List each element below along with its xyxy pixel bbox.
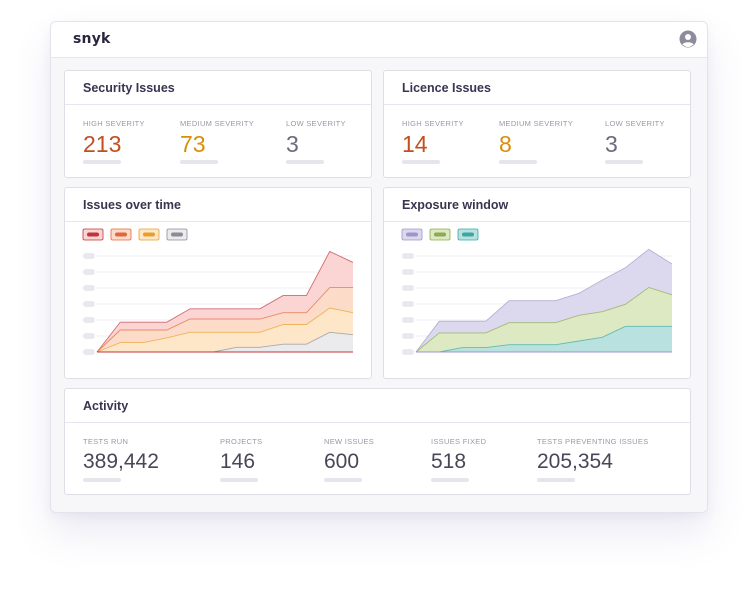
stat-value[interactable]: 8	[499, 131, 512, 157]
stat-value[interactable]: 518	[431, 450, 467, 473]
exposure-window-header: Exposure window	[384, 188, 690, 222]
tests-preventing-issues-stat: TESTS PREVENTING ISSUES 205,354	[537, 437, 649, 482]
stat-value[interactable]: 600	[324, 450, 360, 473]
series-line	[96, 250, 354, 353]
y-tick-placeholder	[402, 253, 414, 259]
security-issues-header: Security Issues	[65, 71, 371, 105]
dashboard-window: snyk Security Issues HIGH SEVERITY 213 M…	[50, 21, 708, 513]
y-tick-placeholder	[83, 269, 95, 275]
stat-label: PROJECTS	[220, 437, 263, 446]
stat-bar	[286, 160, 324, 164]
stat-label: TESTS RUN	[83, 437, 129, 446]
y-tick-placeholder	[402, 317, 414, 323]
y-tick-placeholder	[402, 285, 414, 291]
exposure-window-title: Exposure window	[402, 198, 509, 212]
licence-issues-header: Licence Issues	[384, 71, 690, 105]
legend-swatch-mark	[434, 232, 446, 237]
stat-value[interactable]: 205,354	[537, 450, 613, 473]
issues-over-time-title: Issues over time	[83, 198, 181, 212]
legend-swatch-mark	[115, 232, 127, 237]
y-tick-placeholder	[402, 333, 414, 339]
stat-value[interactable]: 389,442	[83, 450, 159, 473]
stat-bar	[220, 478, 258, 482]
stat-label: MEDIUM SEVERITY	[180, 119, 255, 128]
series-line	[416, 325, 672, 353]
activity-header: Activity	[65, 389, 690, 423]
y-tick-placeholder	[83, 317, 95, 323]
exposure-window-card: Exposure window	[383, 187, 691, 379]
y-tick-placeholder	[83, 253, 95, 259]
legend-swatch-mark	[462, 232, 474, 237]
licence-issues-card: Licence Issues HIGH SEVERITY 14 MEDIUM S…	[383, 70, 691, 178]
high-severity-stat: HIGH SEVERITY 14	[402, 119, 464, 164]
legend-swatch-mark	[143, 232, 155, 237]
projects-stat: PROJECTS 146	[220, 437, 262, 482]
legend-swatch-mark	[171, 232, 183, 237]
licence-issues-title: Licence Issues	[402, 81, 491, 95]
top-bar: snyk	[51, 22, 707, 58]
tests-run-stat: TESTS RUN 389,442	[83, 437, 159, 482]
security-issues-card: Security Issues HIGH SEVERITY 213 MEDIUM…	[64, 70, 372, 178]
stat-label: HIGH SEVERITY	[402, 119, 464, 128]
stat-bar	[180, 160, 218, 164]
security-issues-title: Security Issues	[83, 81, 175, 95]
medium-severity-stat: MEDIUM SEVERITY 73	[180, 119, 254, 164]
series-line	[96, 307, 354, 353]
stat-bar	[605, 160, 643, 164]
high-severity-stat: HIGH SEVERITY 213	[83, 119, 145, 164]
low-severity-stat: LOW SEVERITY 3	[605, 119, 665, 164]
issues-fixed-stat: ISSUES FIXED 518	[431, 437, 486, 482]
stat-bar	[324, 478, 362, 482]
stat-label: LOW SEVERITY	[286, 119, 346, 128]
series-line	[96, 287, 353, 353]
activity-card: Activity TESTS RUN 389,442 PROJECTS 146 …	[64, 388, 691, 495]
stat-label: HIGH SEVERITY	[83, 119, 145, 128]
y-tick-placeholder	[402, 301, 414, 307]
stat-bar	[83, 160, 121, 164]
new-issues-stat: NEW ISSUES 600	[324, 437, 374, 482]
legend-swatch-mark	[406, 232, 418, 237]
activity-title: Activity	[83, 399, 129, 413]
stat-bar	[431, 478, 469, 482]
medium-severity-stat: MEDIUM SEVERITY 8	[499, 119, 573, 164]
issues-over-time-header: Issues over time	[65, 188, 371, 222]
y-tick-placeholder	[402, 349, 414, 355]
stat-value[interactable]: 146	[220, 450, 256, 473]
series-area	[416, 326, 672, 352]
stat-label: ISSUES FIXED	[431, 437, 487, 446]
y-tick-placeholder	[83, 285, 95, 291]
exposure-window-chart	[401, 228, 673, 355]
stat-bar	[537, 478, 575, 482]
series-area	[97, 308, 353, 352]
brand-logo[interactable]: snyk	[73, 31, 111, 47]
stat-label: TESTS PREVENTING ISSUES	[537, 437, 649, 446]
y-tick-placeholder	[83, 301, 95, 307]
y-tick-placeholder	[402, 269, 414, 275]
stat-value[interactable]: 3	[286, 131, 299, 157]
issues-over-time-card: Issues over time	[64, 187, 372, 379]
low-severity-stat: LOW SEVERITY 3	[286, 119, 346, 164]
stat-value[interactable]: 3	[605, 131, 618, 157]
series-line	[415, 248, 673, 353]
stat-label: MEDIUM SEVERITY	[499, 119, 574, 128]
stat-value[interactable]: 73	[180, 131, 206, 157]
y-tick-placeholder	[83, 333, 95, 339]
stat-bar	[499, 160, 537, 164]
stat-bar	[402, 160, 440, 164]
stat-value[interactable]: 213	[83, 131, 122, 157]
stat-value[interactable]: 14	[402, 131, 428, 157]
y-tick-placeholder	[83, 349, 95, 355]
series-line	[415, 286, 673, 353]
stat-bar	[83, 478, 121, 482]
stat-label: NEW ISSUES	[324, 437, 375, 446]
legend-swatch-mark	[87, 232, 99, 237]
user-avatar-icon[interactable]	[679, 30, 697, 48]
series-area	[97, 332, 353, 352]
stat-label: LOW SEVERITY	[605, 119, 665, 128]
issues-over-time-chart	[82, 228, 354, 355]
